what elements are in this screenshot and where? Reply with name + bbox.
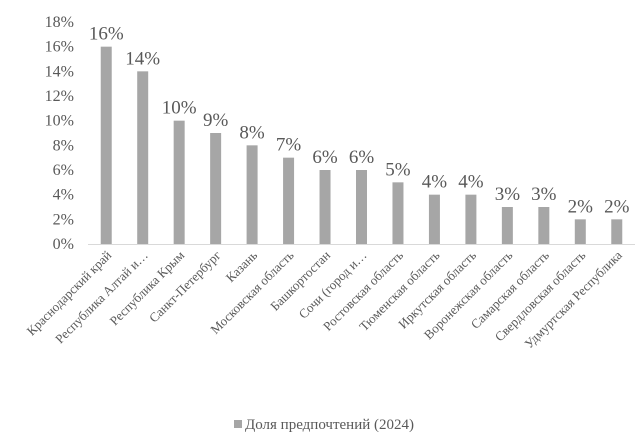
bar [356,170,367,244]
bar [574,219,586,244]
y-tick-label: 4% [53,187,74,204]
bar [210,133,222,244]
data-label: 7% [276,135,302,156]
bars-group [100,46,623,244]
bar [100,46,112,244]
data-label: 6% [349,147,375,168]
data-label: 3% [531,184,557,205]
legend-swatch [234,420,242,428]
y-tick-label: 10% [45,113,74,130]
bar [283,157,295,244]
data-label: 10% [162,98,197,119]
bar [428,194,440,244]
bar [137,71,149,244]
bar [538,207,550,244]
bar [611,219,623,244]
y-tick-label: 12% [45,88,74,105]
y-axis: 0% 2% 4% 6% 8% 10% 12% 14% 16% 18% [45,14,74,253]
y-tick-label: 8% [53,137,74,154]
data-label: 4% [422,172,448,193]
data-label: 8% [239,122,265,143]
data-label: 16% [89,24,124,45]
data-labels-group: 16%14% 10% 9% 8% 7% 6% 6% 5% 4% 4% 3% 3% 2% 2% [89,24,630,218]
y-tick-label: 14% [45,63,74,80]
data-label: 2% [604,196,630,217]
legend-label: Доля предпочтений (2024) [245,417,414,433]
y-tick-label: 16% [45,39,74,56]
legend: Доля предпочтений (2024) [234,417,414,433]
bar [392,182,404,244]
data-label: 2% [568,196,594,217]
y-tick-label: 0% [53,236,74,253]
y-tick-label: 6% [53,162,74,179]
data-label: 5% [385,159,411,180]
bar [501,207,513,244]
data-label: 9% [203,110,229,131]
bar [465,194,477,244]
bar [246,145,258,244]
bar [173,120,185,244]
y-tick-label: 2% [53,211,74,228]
data-label: 6% [312,147,338,168]
y-tick-label: 18% [45,14,74,31]
data-label: 14% [125,48,160,69]
data-label: 3% [495,184,521,205]
data-label: 4% [458,172,484,193]
bar [319,170,331,244]
